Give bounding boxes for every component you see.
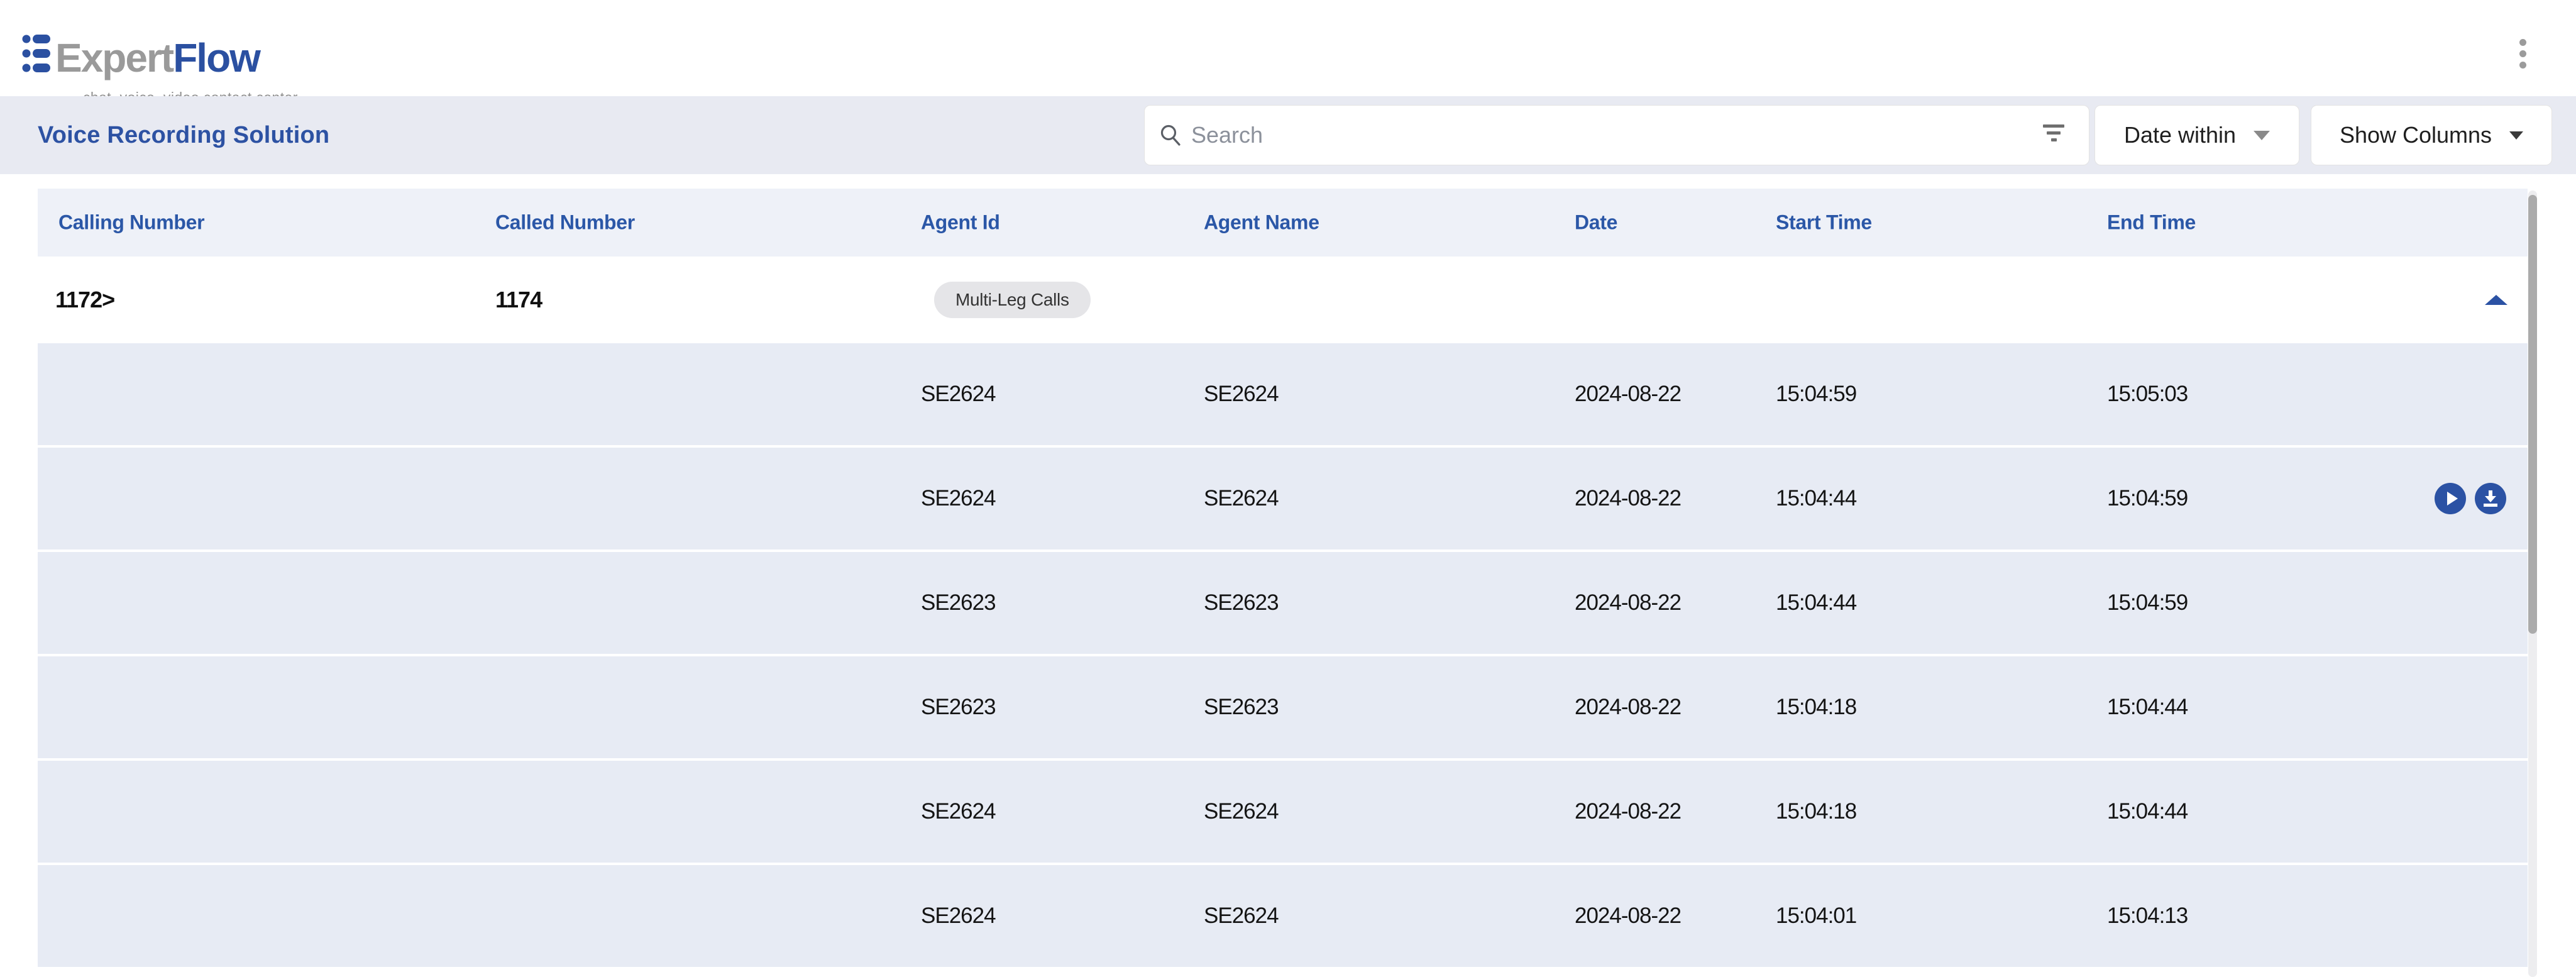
expertflow-logo-icon: [22, 35, 50, 72]
play-recording-button[interactable]: [2435, 483, 2466, 514]
kebab-dot: [2519, 39, 2526, 46]
cell-agent-id: SE2624: [921, 903, 996, 928]
cell-end-time: 15:04:44: [2107, 695, 2188, 719]
kebab-dot: [2519, 50, 2526, 57]
date-within-select[interactable]: Date within: [2094, 105, 2299, 165]
kebab-dot: [2519, 62, 2526, 69]
cell-date: 2024-08-22: [1575, 382, 1682, 406]
cell-start-time: 15:04:01: [1776, 903, 1857, 928]
cell-agent-id: SE2623: [921, 695, 996, 719]
col-header-calling-number: Calling Number: [58, 211, 205, 234]
cell-start-time: 15:04:44: [1776, 486, 1857, 511]
chevron-down-icon: [2254, 130, 2271, 140]
cell-date: 2024-08-22: [1575, 903, 1682, 928]
cell-end-time: 15:04:13: [2107, 903, 2188, 928]
cell-date: 2024-08-22: [1575, 799, 1682, 824]
col-header-agent-id: Agent Id: [921, 211, 1000, 234]
table-row: SE2624 SE2624 2024-08-22 15:04:44 15:04:…: [38, 448, 2528, 549]
table-row: SE2624 SE2624 2024-08-22 15:04:59 15:05:…: [38, 343, 2528, 445]
group-calling-number: 1172>: [55, 286, 115, 312]
cell-end-time: 15:05:03: [2107, 382, 2188, 406]
cell-agent-name: SE2623: [1204, 590, 1279, 615]
cell-start-time: 15:04:18: [1776, 695, 1857, 719]
cell-agent-id: SE2623: [921, 590, 996, 615]
filter-list-icon[interactable]: [2041, 124, 2066, 146]
col-header-end-time: End Time: [2107, 211, 2196, 234]
table-row: SE2623 SE2623 2024-08-22 15:04:18 15:04:…: [38, 656, 2528, 758]
top-bar: ExpertFlow chat, voice, video contact ce…: [0, 0, 2576, 106]
cell-date: 2024-08-22: [1575, 486, 1682, 511]
table-header-row: Calling Number Called Number Agent Id Ag…: [38, 189, 2528, 257]
cell-date: 2024-08-22: [1575, 590, 1682, 615]
page-title: Voice Recording Solution: [38, 121, 330, 148]
cell-end-time: 15:04:59: [2107, 590, 2188, 615]
cell-start-time: 15:04:18: [1776, 799, 1857, 824]
triangle-up-icon: [2485, 294, 2507, 305]
cell-agent-name: SE2624: [1204, 382, 1279, 406]
cell-agent-name: SE2623: [1204, 695, 1279, 719]
toolbar: Voice Recording Solution Date within Sho…: [0, 96, 2576, 174]
date-within-label: Date within: [2123, 122, 2237, 148]
cell-start-time: 15:04:59: [1776, 382, 1857, 406]
logo-text-flow: Flow: [173, 35, 261, 80]
cell-end-time: 15:04:59: [2107, 486, 2188, 511]
cell-agent-id: SE2624: [921, 382, 996, 406]
collapse-group-button[interactable]: [2481, 285, 2511, 315]
chevron-down-icon: [2509, 131, 2524, 140]
show-columns-select[interactable]: Show Columns: [2311, 105, 2552, 165]
download-recording-button[interactable]: [2475, 483, 2506, 514]
cell-agent-name: SE2624: [1204, 486, 1279, 511]
cell-start-time: 15:04:44: [1776, 590, 1857, 615]
logo-text-expert: Expert: [55, 35, 174, 80]
logo-wordmark: ExpertFlow: [55, 25, 261, 91]
cell-agent-name: SE2624: [1204, 903, 1279, 928]
overflow-menu-icon[interactable]: [2519, 39, 2545, 77]
col-header-date: Date: [1575, 211, 1618, 234]
row-actions: [2435, 483, 2506, 514]
search-icon: [1160, 124, 1181, 146]
col-header-called-number: Called Number: [495, 211, 635, 234]
col-header-start-time: Start Time: [1776, 211, 1872, 234]
group-called-number: 1174: [495, 286, 542, 312]
scrollbar-thumb[interactable]: [2528, 195, 2537, 634]
col-header-agent-name: Agent Name: [1204, 211, 1319, 234]
show-columns-label: Show Columns: [2339, 122, 2492, 148]
cell-agent-id: SE2624: [921, 486, 996, 511]
table-row: SE2624 SE2624 2024-08-22 15:04:18 15:04:…: [38, 761, 2528, 863]
table-row: SE2624 SE2624 2024-08-22 15:04:01 15:04:…: [38, 865, 2528, 967]
expertflow-logo: ExpertFlow chat, voice, video contact ce…: [19, 25, 346, 106]
cell-agent-name: SE2624: [1204, 799, 1279, 824]
cell-end-time: 15:04:44: [2107, 799, 2188, 824]
multi-leg-calls-badge: Multi-Leg Calls: [934, 281, 1091, 318]
cell-agent-id: SE2624: [921, 799, 996, 824]
call-group-row[interactable]: 1172> 1174 Multi-Leg Calls: [38, 258, 2528, 341]
search-box: [1144, 105, 2089, 165]
cell-date: 2024-08-22: [1575, 695, 1682, 719]
table-row: SE2623 SE2623 2024-08-22 15:04:44 15:04:…: [38, 552, 2528, 654]
search-input[interactable]: [1182, 122, 2041, 148]
